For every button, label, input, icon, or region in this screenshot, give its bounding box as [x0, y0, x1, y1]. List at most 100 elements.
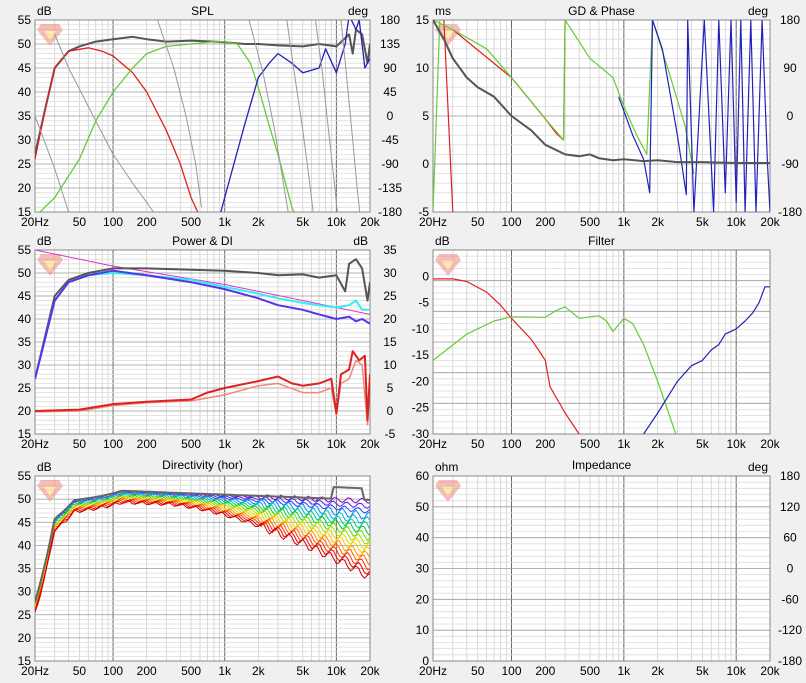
series-line: [315, 20, 338, 212]
x-tick-label: 500: [580, 664, 600, 678]
left-tick-label: 35: [18, 109, 32, 123]
x-tick-label: 200: [137, 664, 157, 678]
chart-title: GD & Phase: [568, 4, 635, 18]
left-tick-label: 0: [422, 157, 429, 171]
x-tick-label: 50: [471, 215, 485, 229]
right-tick-label: 30: [383, 266, 397, 280]
series-line: [433, 20, 770, 164]
chart-title: Power & DI: [172, 234, 233, 248]
series-line: [157, 20, 202, 208]
x-tick-label: 10k: [727, 437, 747, 451]
right-tick-label: 25: [383, 289, 397, 303]
logo-watermark: [435, 254, 461, 276]
logo-watermark: [435, 480, 461, 502]
series-line: [248, 20, 289, 212]
x-tick-label: 5k: [296, 664, 310, 678]
right-tick-label: -135: [378, 181, 402, 195]
left-tick-label: -30: [412, 427, 430, 441]
right-tick-label: -5: [385, 427, 396, 441]
x-tick-label: 5k: [296, 437, 310, 451]
right-tick-label: -60: [781, 592, 799, 606]
x-tick-label: 100: [103, 437, 123, 451]
left-tick-label: -5: [418, 296, 429, 310]
x-tick-label: 500: [181, 664, 201, 678]
left-tick-label: 35: [18, 562, 32, 576]
x-tick-label: 2k: [252, 664, 266, 678]
left-tick-label: 50: [18, 37, 32, 51]
logo-gem-inner: [44, 261, 56, 270]
series-line: [35, 115, 70, 212]
left-tick-label: 20: [416, 592, 430, 606]
chart-panel-spl: SPL dB deg 15 20 25 30 35 40 45 50 55 -180 -135 -90 -45…: [0, 0, 402, 229]
plot-frame: [34, 475, 371, 662]
x-tick-label: 20k: [760, 215, 780, 229]
left-tick-label: 30: [18, 585, 32, 599]
left-axis-unit: dB: [37, 234, 52, 248]
x-tick-label: 200: [535, 437, 555, 451]
left-tick-label: 55: [18, 243, 32, 257]
x-tick-label: 20Hz: [21, 437, 49, 451]
left-tick-label: -5: [418, 205, 429, 219]
left-tick-label: 15: [416, 13, 430, 27]
x-tick-label: 20Hz: [21, 215, 49, 229]
right-tick-label: 20: [383, 312, 397, 326]
x-tick-label: 100: [502, 437, 522, 451]
directivity-curve: [35, 499, 370, 613]
x-tick-label: 1k: [218, 215, 232, 229]
right-tick-label: -90: [781, 157, 799, 171]
right-tick-label: 60: [783, 531, 797, 545]
x-tick-label: 20Hz: [419, 215, 447, 229]
right-tick-label: 0: [387, 404, 394, 418]
x-tick-label: 10k: [327, 437, 347, 451]
left-tick-label: 50: [18, 492, 32, 506]
series-group: [433, 278, 770, 434]
left-tick-label: 45: [18, 289, 32, 303]
logo-watermark: [37, 480, 63, 502]
x-tick-label: 5k: [696, 215, 710, 229]
logo-watermark: [37, 24, 63, 46]
series-line: [35, 250, 370, 315]
x-tick-label: 2k: [252, 215, 266, 229]
chart-title: Filter: [588, 234, 615, 248]
x-tick-label: 200: [535, 664, 555, 678]
x-tick-label: 20k: [360, 664, 380, 678]
plot-frame: [34, 249, 371, 435]
right-axis-unit: deg: [748, 4, 768, 18]
left-tick-label: 20: [18, 404, 32, 418]
right-tick-label: 35: [383, 243, 397, 257]
series-group: [35, 250, 370, 426]
series-group: [35, 486, 370, 613]
chart-title: Directivity (hor): [162, 458, 243, 472]
left-tick-label: -25: [412, 401, 430, 415]
left-tick-label: 20: [18, 631, 32, 645]
left-tick-label: -10: [412, 322, 430, 336]
left-tick-label: 30: [18, 133, 32, 147]
right-tick-label: 15: [383, 335, 397, 349]
x-tick-label: 20k: [360, 215, 380, 229]
chart-panel-impedance: Impedance ohm deg 0 10 20 30 40 50 60 -180 -120 -60 0…: [404, 454, 806, 683]
right-tick-label: -90: [381, 157, 399, 171]
left-axis-unit: ms: [435, 4, 451, 18]
right-tick-label: 120: [780, 500, 800, 514]
series-line: [340, 20, 361, 212]
chart-panel-power: Power & DI dB dB 15 20 25 30 35 40 45 50 55 -5 0 5 10 15…: [0, 230, 402, 452]
right-tick-label: -120: [778, 623, 802, 637]
left-tick-label: 45: [18, 515, 32, 529]
series-line: [443, 20, 454, 212]
x-tick-label: 20k: [760, 664, 780, 678]
left-axis-unit: dB: [435, 234, 450, 248]
right-tick-label: -180: [378, 205, 402, 219]
series-line: [35, 350, 370, 422]
logo-gem-inner: [442, 261, 454, 270]
x-tick-label: 50: [471, 437, 485, 451]
left-axis-unit: ohm: [435, 460, 458, 474]
right-tick-label: 45: [383, 85, 397, 99]
x-tick-label: 50: [471, 664, 485, 678]
left-tick-label: 15: [18, 427, 32, 441]
x-tick-label: 1k: [218, 664, 232, 678]
left-tick-label: 40: [18, 85, 32, 99]
plot-frame: [432, 475, 771, 662]
x-tick-label: 5k: [296, 215, 310, 229]
right-tick-label: -180: [778, 654, 802, 668]
grid-lines: [432, 475, 771, 662]
